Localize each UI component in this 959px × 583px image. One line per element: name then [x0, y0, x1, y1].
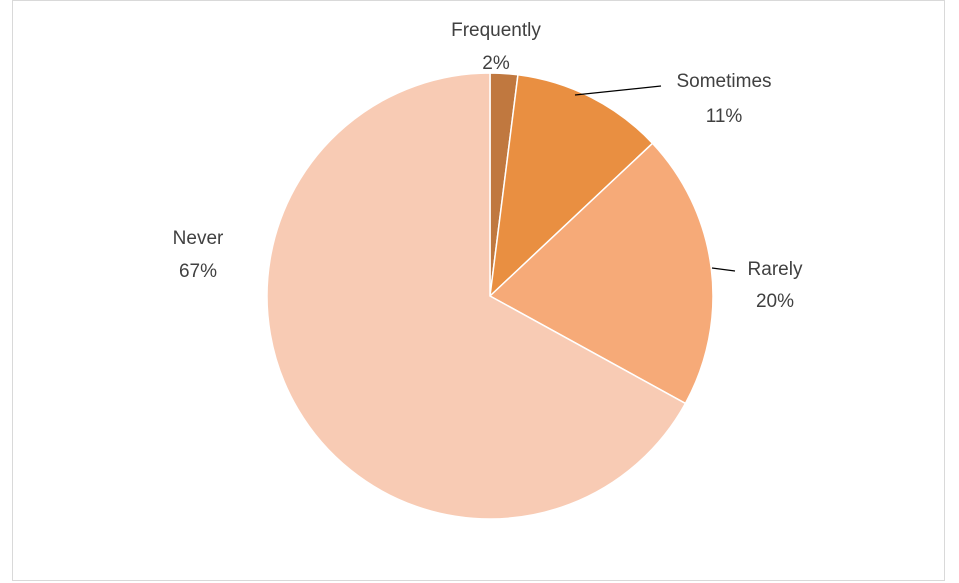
leader-line-sometimes [574, 85, 662, 96]
slice-percent-sometimes: 11% [706, 106, 743, 127]
slice-label-sometimes: Sometimes [676, 71, 771, 92]
slice-percent-never: 67% [179, 261, 217, 282]
pie-slices [266, 72, 714, 520]
slice-label-never: Never [173, 228, 224, 249]
pie-slice-rarely [488, 142, 714, 405]
leader-line-rarely [711, 267, 736, 272]
slice-percent-rarely: 20% [756, 291, 794, 312]
pie-slice-never [266, 72, 687, 520]
pie-slice-sometimes [488, 73, 654, 298]
slice-percent-frequently: 2% [482, 53, 510, 74]
leader-lines [574, 85, 736, 272]
slice-label-frequently: Frequently [451, 20, 541, 41]
slice-label-rarely: Rarely [748, 259, 803, 280]
